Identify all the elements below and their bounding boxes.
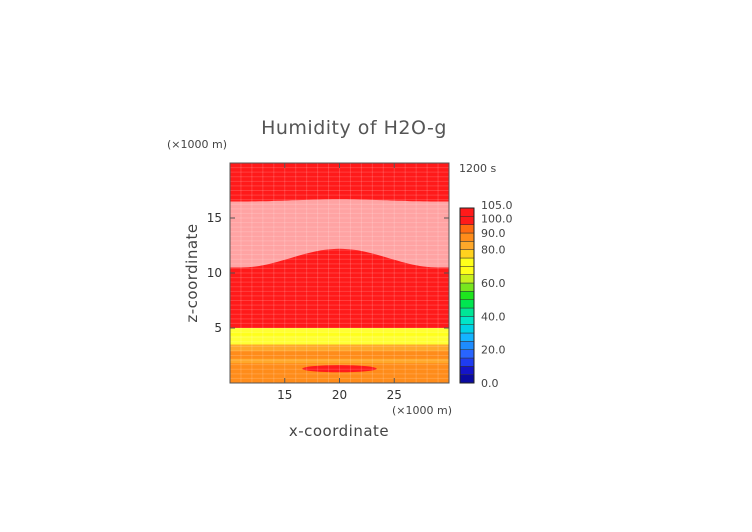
- z-unit-label: (×1000 m): [167, 138, 227, 151]
- region-above-saturation-band: [230, 199, 449, 268]
- x-tick-label: 15: [277, 388, 292, 402]
- z-tick-label: 15: [207, 211, 222, 225]
- colorbar-segment: [459, 332, 475, 342]
- colorbar-segment: [459, 324, 475, 334]
- x-unit-label: (×1000 m): [392, 404, 452, 417]
- x-tick-label: 20: [332, 388, 347, 402]
- region-orange-light-stripe: [230, 344, 449, 352]
- colorbar-segment: [459, 299, 475, 309]
- region-yellow-stripe: [230, 332, 449, 336]
- colorbar-label: 0.0: [481, 377, 499, 390]
- x-axis-label: x-coordinate: [289, 422, 389, 440]
- colorbar-segment: [459, 366, 475, 375]
- colorbar-segment: [459, 232, 475, 242]
- colorbar-label: 40.0: [481, 310, 506, 323]
- colorbar-segment: [459, 374, 475, 384]
- colorbar-segment: [459, 257, 475, 267]
- colorbar-segment: [459, 266, 475, 275]
- colorbar-segment: [459, 349, 475, 359]
- region-yellow-band: [230, 328, 449, 345]
- x-axis-ticks: 15 20 25: [277, 163, 402, 402]
- colorbar-label: 80.0: [481, 244, 506, 257]
- z-tick-label: 5: [214, 321, 222, 335]
- colorbar-label: 105.0: [481, 199, 513, 212]
- colorbar-label: 20.0: [481, 344, 506, 357]
- colorbar-segment: [459, 224, 475, 234]
- colorbar-segment: [459, 249, 475, 259]
- colorbar-segment: [459, 216, 475, 225]
- z-tick-label: 10: [207, 266, 222, 280]
- colorbar-segment: [459, 357, 475, 367]
- humidity-field: [230, 163, 449, 383]
- chart-title: Humidity of H2O-g: [261, 117, 447, 139]
- colorbar-label: 100.0: [481, 212, 513, 225]
- colorbar-segment: [459, 307, 475, 317]
- region-orange-light-stripe-2: [230, 358, 449, 364]
- z-axis-ticks: 5 10 15: [207, 211, 449, 335]
- colorbar-segment: [459, 291, 475, 300]
- time-label: 1200 s: [459, 162, 496, 175]
- x-tick-label: 25: [387, 388, 402, 402]
- grid-lines: [230, 163, 449, 383]
- colorbar-segment: [459, 341, 475, 350]
- colorbar-segment: [459, 282, 475, 292]
- colorbar-frame: [459, 207, 475, 384]
- colorbar-segment: [459, 207, 475, 217]
- z-axis-label: z-coordinate: [183, 223, 201, 322]
- region-surface-saturated-patch: [302, 365, 377, 373]
- colorbar-label: 60.0: [481, 277, 506, 290]
- colorbar-label: 90.0: [481, 227, 506, 240]
- colorbar-segment: [459, 274, 475, 284]
- colorbar-segment: [459, 241, 475, 250]
- colorbar-segment: [459, 316, 475, 325]
